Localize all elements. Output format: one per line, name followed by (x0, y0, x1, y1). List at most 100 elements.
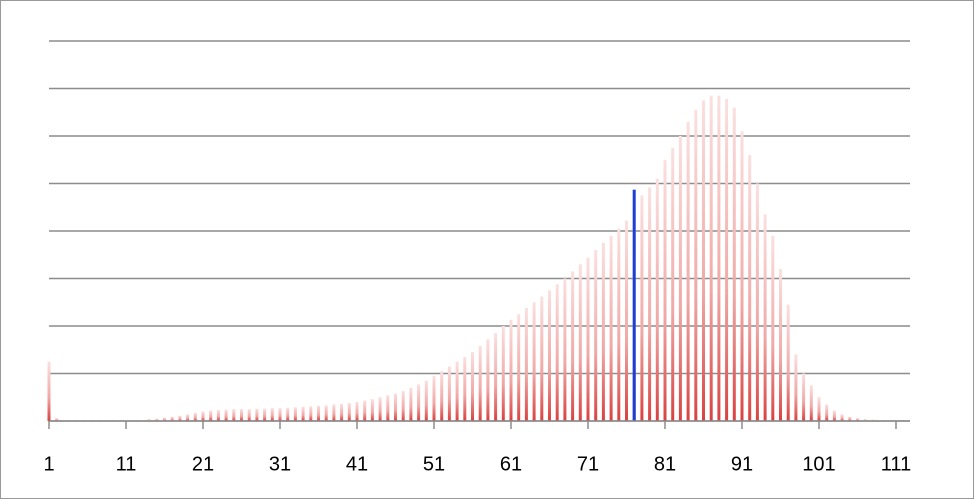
x-tick-label: 41 (346, 453, 368, 475)
bar (240, 409, 243, 421)
bar (263, 408, 267, 421)
bar (509, 319, 513, 421)
bar (563, 278, 567, 421)
bar (709, 95, 713, 421)
bar (55, 418, 59, 421)
bar (540, 296, 544, 421)
bar (601, 242, 605, 421)
bar (301, 406, 305, 421)
bar (632, 189, 636, 421)
bar (324, 405, 328, 421)
x-tick-label: 31 (269, 453, 291, 475)
bar (817, 397, 821, 421)
bar (417, 384, 421, 421)
bar (625, 220, 628, 421)
bar (548, 290, 551, 421)
bar (163, 417, 166, 421)
bar (278, 408, 282, 421)
x-tick-label: 81 (654, 453, 676, 475)
bar (694, 109, 698, 421)
bar (717, 95, 721, 421)
bar (594, 250, 598, 421)
bar (486, 339, 490, 421)
bar (586, 257, 590, 421)
bar (478, 345, 482, 421)
bar (748, 155, 752, 421)
bar (355, 402, 359, 421)
bar (463, 356, 467, 421)
bar (779, 269, 782, 421)
bar (755, 183, 759, 421)
bar (147, 419, 151, 421)
bar (370, 399, 374, 421)
bar (571, 271, 575, 421)
bar (840, 414, 844, 421)
bar (47, 361, 51, 421)
x-tick-label: 91 (731, 453, 753, 475)
bar (848, 416, 852, 421)
bar (794, 354, 798, 421)
bar (640, 195, 644, 421)
x-tick-label: 61 (500, 453, 522, 475)
bar (771, 235, 775, 421)
bar (286, 407, 290, 421)
bar (224, 409, 228, 421)
bar (378, 397, 382, 421)
bar (317, 405, 320, 421)
bar (186, 414, 190, 421)
bar (663, 159, 667, 421)
bar (394, 393, 397, 421)
bar (609, 235, 613, 421)
bar (347, 402, 351, 421)
bar (270, 408, 274, 421)
bar (209, 410, 213, 421)
bar (432, 375, 436, 421)
bar (309, 406, 313, 421)
bar (170, 416, 174, 421)
bar (832, 410, 836, 421)
bar (501, 326, 505, 421)
bar (155, 418, 159, 421)
bar (555, 284, 559, 421)
bar (856, 418, 859, 421)
bar (617, 228, 621, 421)
bar (363, 400, 367, 421)
bar (340, 403, 344, 421)
bar (702, 100, 705, 421)
x-tick-label: 21 (192, 453, 214, 475)
bar (401, 391, 405, 421)
x-tick-label: 1 (43, 453, 54, 475)
x-tick-label: 71 (577, 453, 599, 475)
bar (494, 333, 498, 421)
bar (332, 404, 336, 421)
bar (255, 408, 259, 421)
bar (386, 395, 390, 421)
x-tick-label: 101 (802, 453, 835, 475)
bar (409, 387, 413, 421)
bar (293, 407, 297, 421)
bar (232, 409, 236, 421)
bar (532, 302, 536, 421)
bar (686, 121, 690, 421)
bar (201, 411, 205, 421)
bar (786, 304, 790, 421)
bar (725, 98, 729, 421)
bar (809, 385, 813, 421)
bar (648, 187, 652, 421)
bar (193, 412, 197, 421)
bar (455, 361, 459, 421)
bar (247, 409, 251, 421)
bar (740, 131, 744, 421)
bar (447, 366, 451, 421)
x-tick-label: 51 (423, 453, 445, 475)
bar (863, 419, 867, 421)
bar (825, 404, 829, 421)
bar (671, 147, 675, 421)
bar (471, 352, 474, 421)
bar (216, 410, 220, 421)
x-tick-label: 111 (881, 453, 911, 475)
bar (517, 314, 521, 421)
bar (678, 136, 682, 421)
